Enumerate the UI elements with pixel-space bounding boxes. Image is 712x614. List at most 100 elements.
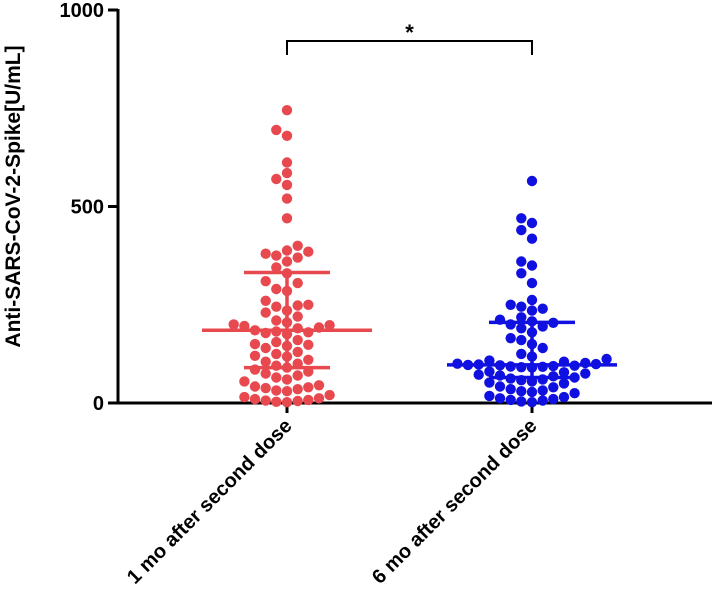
data-point xyxy=(303,394,314,406)
data-point xyxy=(505,333,516,344)
data-point xyxy=(526,233,538,244)
data-point xyxy=(558,367,570,378)
data-point xyxy=(526,305,538,316)
data-point xyxy=(313,393,325,404)
data-point xyxy=(292,252,303,263)
data-point xyxy=(516,268,527,279)
data-point xyxy=(249,381,261,392)
data-point xyxy=(281,213,293,224)
data-point xyxy=(537,385,548,396)
data-point xyxy=(484,390,495,402)
data-point xyxy=(260,395,271,406)
data-point xyxy=(505,299,516,310)
data-point xyxy=(516,301,527,312)
data-point xyxy=(516,396,527,407)
data-point xyxy=(516,323,527,334)
data-point xyxy=(292,395,303,407)
data-point xyxy=(260,295,271,306)
y-tick-label: 1000 xyxy=(60,0,105,22)
data-point xyxy=(558,378,570,389)
data-point xyxy=(484,366,495,377)
data-point xyxy=(271,385,282,396)
data-point xyxy=(292,311,303,322)
data-point xyxy=(505,394,516,406)
data-point xyxy=(271,372,282,383)
y-tick-label: 0 xyxy=(93,393,104,415)
data-point xyxy=(558,391,570,403)
data-point xyxy=(548,393,559,405)
data-point xyxy=(292,300,303,311)
significance-bracket xyxy=(286,40,533,55)
data-point xyxy=(292,346,303,358)
data-point xyxy=(473,369,484,380)
data-point xyxy=(281,386,293,397)
data-point xyxy=(580,368,591,379)
data-point xyxy=(260,342,271,354)
data-point xyxy=(303,339,314,350)
chart-labels: 0 500 1000 Anti-SARS-CoV-2-Spike[U/mL] 1 mo … xyxy=(2,0,542,589)
data-point xyxy=(281,130,293,141)
data-point xyxy=(516,312,527,323)
data-point xyxy=(494,381,506,392)
data-point xyxy=(516,386,527,397)
data-point xyxy=(526,277,538,289)
data-point xyxy=(249,338,261,350)
data-point xyxy=(239,376,250,387)
data-point xyxy=(548,382,559,393)
data-point xyxy=(537,395,548,406)
data-point xyxy=(303,299,314,310)
data-point xyxy=(281,256,293,267)
data-point xyxy=(281,193,293,204)
data-point xyxy=(505,384,516,395)
data-point xyxy=(292,334,303,346)
data-point xyxy=(271,173,282,185)
data-point xyxy=(516,224,527,236)
data-point xyxy=(292,384,303,395)
data-point xyxy=(281,245,293,256)
data-point xyxy=(249,393,261,405)
data-point xyxy=(281,105,293,116)
data-point xyxy=(271,396,282,407)
data-point xyxy=(228,319,239,330)
data-point xyxy=(292,240,303,251)
data-point xyxy=(271,315,282,326)
data-point xyxy=(292,277,303,289)
data-point xyxy=(271,301,282,312)
data-point xyxy=(260,248,271,259)
data-point xyxy=(313,380,325,391)
data-point xyxy=(324,389,335,401)
data-point xyxy=(537,303,548,314)
data-point xyxy=(271,336,282,348)
data-point xyxy=(271,348,282,360)
data-point xyxy=(526,217,538,229)
data-point xyxy=(281,157,293,168)
data-point xyxy=(303,354,314,365)
data-point xyxy=(249,350,261,361)
data-point xyxy=(494,393,506,404)
y-tick-label: 500 xyxy=(71,197,104,219)
axes xyxy=(108,8,712,413)
data-point xyxy=(516,348,527,360)
data-point xyxy=(292,370,303,381)
data-point xyxy=(303,382,314,393)
data-point xyxy=(569,388,580,399)
x-tick-label: 1 mo after second dose xyxy=(123,415,297,589)
data-point xyxy=(526,397,538,408)
data-point xyxy=(260,382,271,394)
data-point xyxy=(324,320,335,331)
data-point xyxy=(271,262,282,273)
data-point xyxy=(526,294,538,306)
data-point xyxy=(239,391,250,403)
data-point xyxy=(260,356,271,367)
data-point xyxy=(271,124,282,136)
data-point xyxy=(537,342,548,354)
significance-label: * xyxy=(405,20,414,45)
data-point xyxy=(260,368,271,379)
y-axis-title: Anti-SARS-CoV-2-Spike[U/mL] xyxy=(2,45,25,347)
data-point xyxy=(271,250,282,261)
data-point xyxy=(281,397,293,408)
data-point xyxy=(516,334,527,346)
data-point xyxy=(303,246,314,257)
data-point xyxy=(526,260,538,271)
